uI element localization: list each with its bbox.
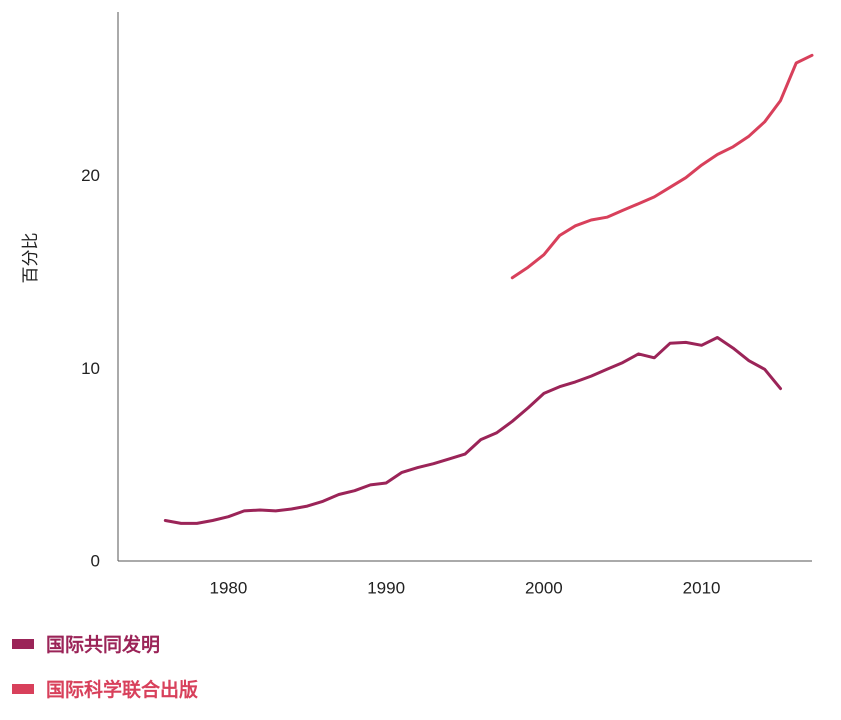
x-tick-label: 1980 bbox=[209, 579, 247, 598]
y-axis-label: 百分比 bbox=[21, 233, 41, 284]
legend-item-co-publication: 国际科学联合出版 bbox=[12, 675, 198, 702]
x-tick-label: 2010 bbox=[683, 579, 721, 598]
legend-swatch-co-publication bbox=[12, 683, 34, 694]
x-tick-label: 2000 bbox=[525, 579, 563, 598]
y-tick-label: 10 bbox=[81, 359, 100, 378]
legend-label-co-publication: 国际科学联合出版 bbox=[46, 679, 199, 701]
legend-swatch-co-invention bbox=[12, 638, 34, 649]
series-line-co-invention bbox=[163, 336, 782, 525]
y-tick-label: 20 bbox=[81, 166, 100, 185]
series-line-co-publication bbox=[510, 53, 814, 280]
legend-item-co-invention: 国际共同发明 bbox=[12, 630, 160, 657]
x-tick-label: 1990 bbox=[367, 579, 405, 598]
legend-label-co-invention: 国际共同发明 bbox=[46, 634, 161, 656]
y-tick-label: 0 bbox=[91, 552, 100, 571]
